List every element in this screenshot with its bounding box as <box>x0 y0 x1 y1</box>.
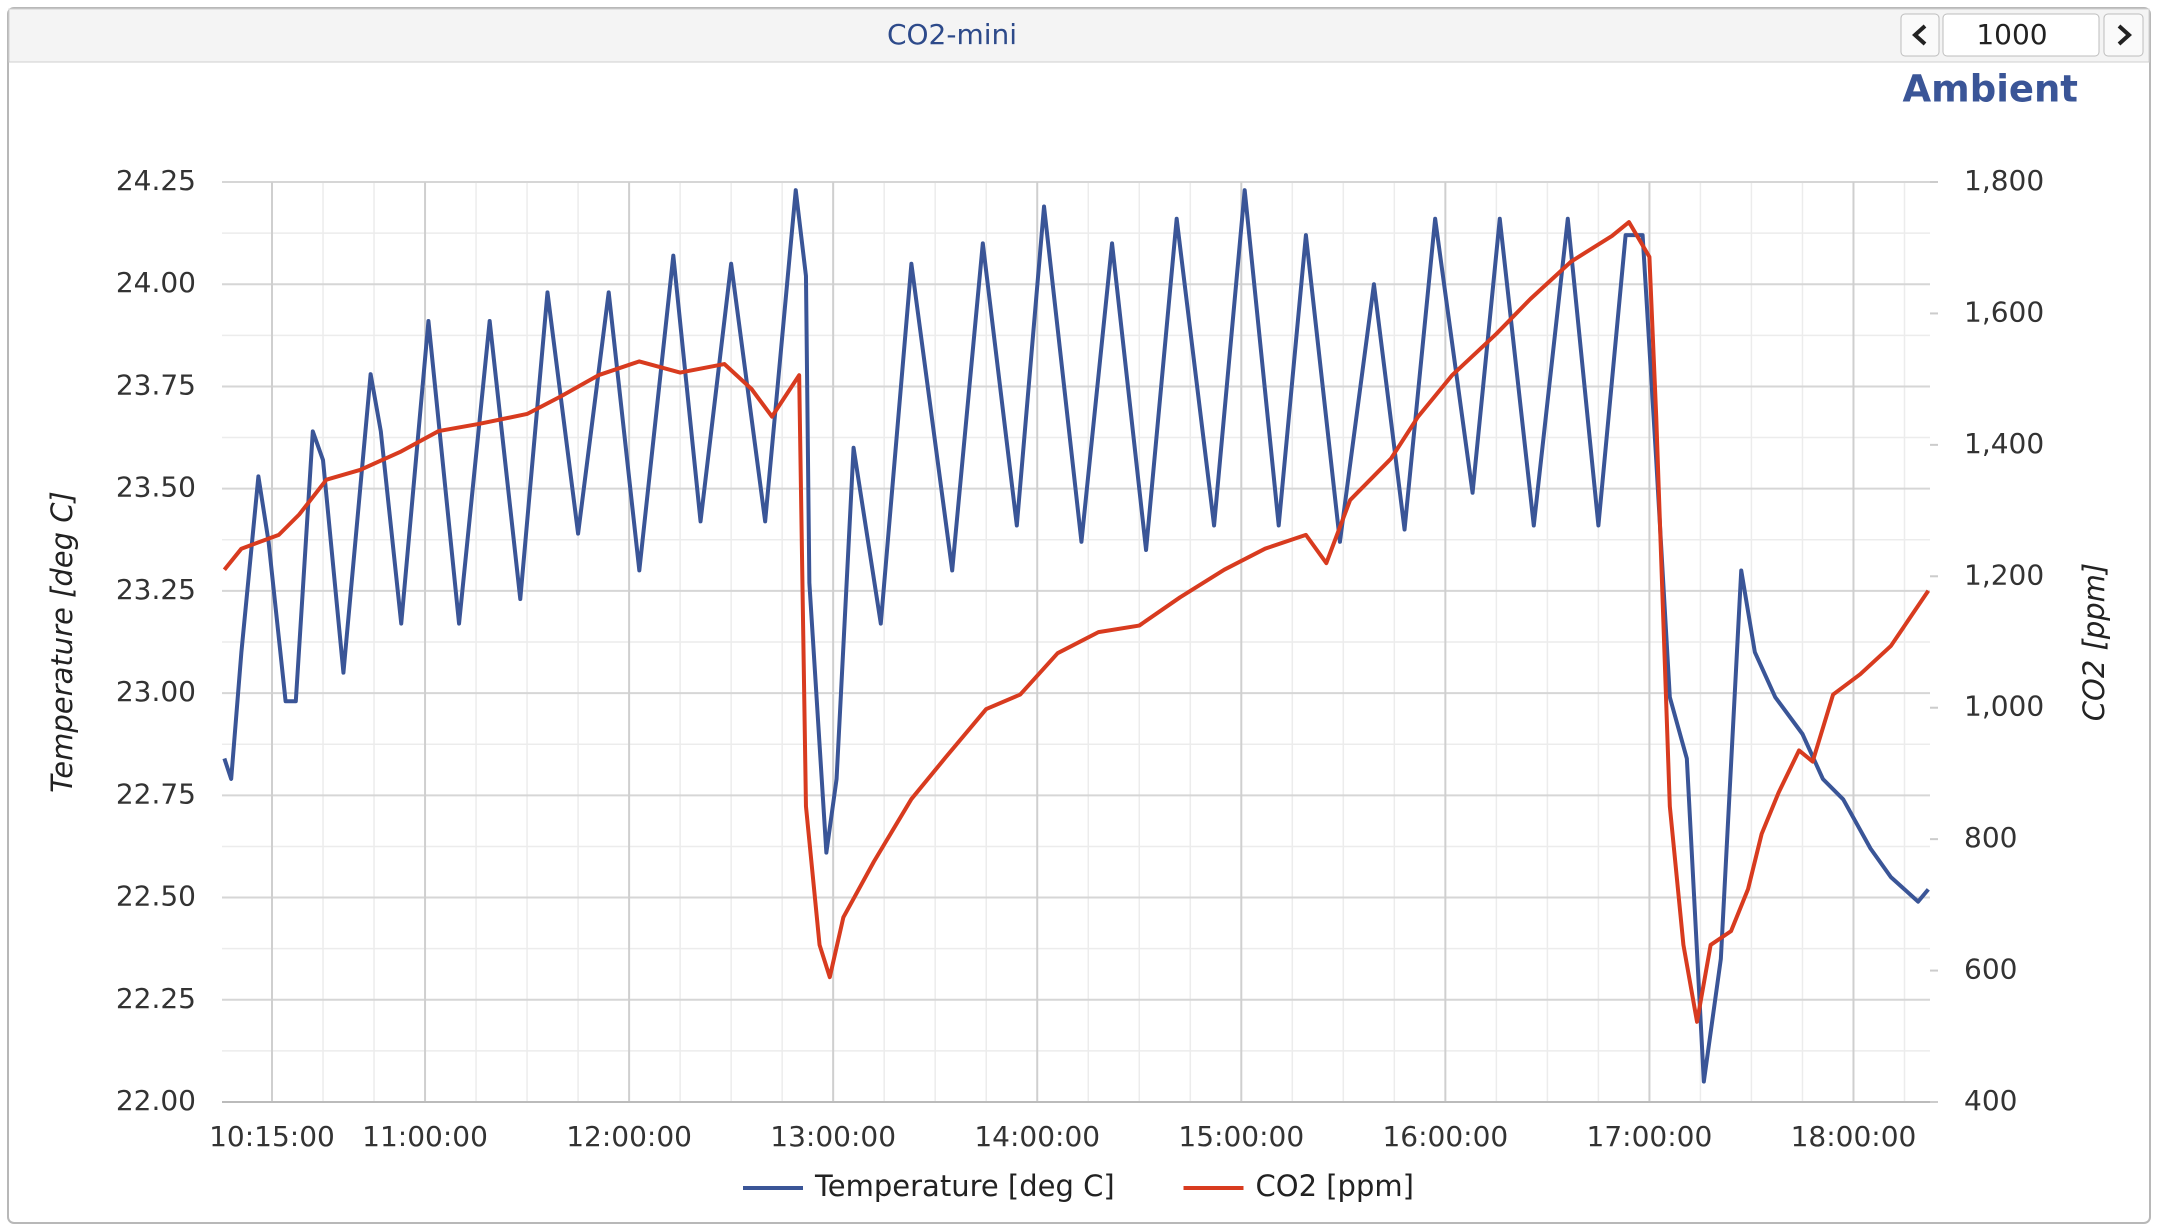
x-tick-label: 13:00:00 <box>770 1120 896 1153</box>
x-tick-label: 10:15:00 <box>209 1120 335 1153</box>
y-axis-title: Temperature [deg C] <box>45 491 79 793</box>
y-tick-label: 23.00 <box>116 675 196 708</box>
x-tick-label: 11:00:00 <box>362 1120 488 1153</box>
x-tick-label: 12:00:00 <box>566 1120 692 1153</box>
grid <box>222 181 1930 1103</box>
frame <box>7 7 2151 1224</box>
y-tick-label: 22.50 <box>116 880 196 913</box>
y-tick-label: 22.00 <box>116 1084 196 1117</box>
y2-tick-label: 1,600 <box>1964 295 2044 328</box>
y2-axis-title: CO2 [ppm] <box>2077 563 2111 721</box>
y2-tick-label: 400 <box>1964 1084 2017 1117</box>
y-tick-label: 22.25 <box>116 982 196 1015</box>
chart-subtitle: Ambient <box>1903 68 2078 111</box>
y2-tick-label: 600 <box>1964 953 2017 986</box>
prev-icon <box>1912 24 1927 46</box>
page-size-value: 1000 <box>1976 18 2047 51</box>
y2-tick-label: 1,000 <box>1964 690 2044 723</box>
window-title: CO2-mini <box>887 18 1017 51</box>
y-tick-label: 24.00 <box>116 266 196 299</box>
y-tick-label: 23.50 <box>116 471 196 504</box>
series-line <box>222 220 1930 1024</box>
next-button[interactable] <box>2103 13 2144 57</box>
x-tick-label: 16:00:00 <box>1382 1120 1508 1153</box>
y2-tick-label: 1,800 <box>1964 164 2044 197</box>
x-tick-label: 17:00:00 <box>1587 1120 1713 1153</box>
y2-tick-label: 800 <box>1964 821 2017 854</box>
y2-tick-label: 1,400 <box>1964 427 2044 460</box>
legend-label: CO2 [ppm] <box>1256 1169 1414 1203</box>
y-tick-label: 23.75 <box>116 368 196 401</box>
y-tick-label: 23.25 <box>116 573 196 606</box>
next-icon <box>2117 24 2132 46</box>
legend-label: Temperature [deg C] <box>814 1169 1115 1203</box>
x-tick-label: 14:00:00 <box>974 1120 1100 1153</box>
x-tick-label: 18:00:00 <box>1791 1120 1917 1153</box>
title-bar <box>8 8 2150 63</box>
prev-button[interactable] <box>1900 13 1940 57</box>
y-tick-label: 24.25 <box>116 164 196 197</box>
x-tick-label: 15:00:00 <box>1178 1120 1304 1153</box>
y2-tick-label: 1,200 <box>1964 558 2044 591</box>
series-line <box>222 188 1930 1084</box>
page-size-input[interactable] <box>1942 13 2100 57</box>
y-tick-label: 22.75 <box>116 777 196 810</box>
